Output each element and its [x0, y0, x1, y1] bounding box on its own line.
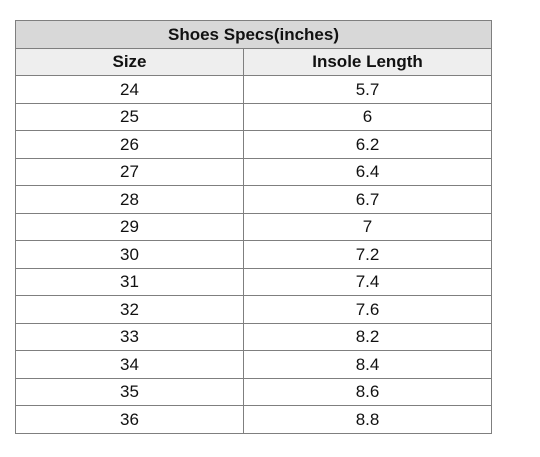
insole-length-cell: 6 [242, 102, 493, 131]
insole-length-cell: 6.7 [242, 185, 493, 214]
insole-length-cell: 7.4 [242, 267, 493, 296]
insole-length-cell: 7 [242, 212, 493, 241]
header-row: Size Insole Length [15, 47, 493, 76]
size-cell: 28 [15, 185, 244, 214]
size-cell: 35 [15, 377, 244, 406]
table-title: Shoes Specs(inches) [14, 20, 493, 49]
table-row: 30 7.2 [15, 240, 493, 269]
shoe-specs-table: Shoes Specs(inches) Size Insole Length 2… [14, 20, 493, 434]
size-cell: 36 [15, 405, 244, 434]
size-column-header: Size [15, 47, 244, 76]
size-cell: 27 [15, 157, 244, 186]
table-row: 29 7 [15, 212, 493, 241]
table-row: 31 7.4 [15, 267, 493, 296]
insole-length-cell: 7.6 [242, 295, 493, 324]
table-body: 24 5.7 25 6 26 6.2 27 6.4 28 6.7 29 7 30… [15, 75, 493, 434]
size-cell: 29 [15, 212, 244, 241]
size-cell: 26 [15, 130, 244, 159]
size-cell: 33 [15, 322, 244, 351]
table-row: 35 8.6 [15, 377, 493, 406]
table-row: 36 8.8 [15, 405, 493, 434]
table-row: 25 6 [15, 102, 493, 131]
size-cell: 25 [15, 102, 244, 131]
size-cell: 31 [15, 267, 244, 296]
size-cell: 34 [15, 350, 244, 379]
insole-length-cell: 8.4 [242, 350, 493, 379]
insole-length-cell: 7.2 [242, 240, 493, 269]
table-row: 34 8.4 [15, 350, 493, 379]
insole-length-cell: 6.2 [242, 130, 493, 159]
title-row: Shoes Specs(inches) [14, 20, 493, 49]
size-cell: 24 [15, 75, 244, 104]
insole-length-cell: 8.8 [242, 405, 493, 434]
table-row: 24 5.7 [15, 75, 493, 104]
insole-length-cell: 8.6 [242, 377, 493, 406]
insole-length-cell: 8.2 [242, 322, 493, 351]
insole-length-cell: 6.4 [242, 157, 493, 186]
size-cell: 32 [15, 295, 244, 324]
table-row: 26 6.2 [15, 130, 493, 159]
table-row: 28 6.7 [15, 185, 493, 214]
size-cell: 30 [15, 240, 244, 269]
table-row: 33 8.2 [15, 322, 493, 351]
table-row: 32 7.6 [15, 295, 493, 324]
table-row: 27 6.4 [15, 157, 493, 186]
insole-length-column-header: Insole Length [242, 47, 493, 76]
insole-length-cell: 5.7 [242, 75, 493, 104]
